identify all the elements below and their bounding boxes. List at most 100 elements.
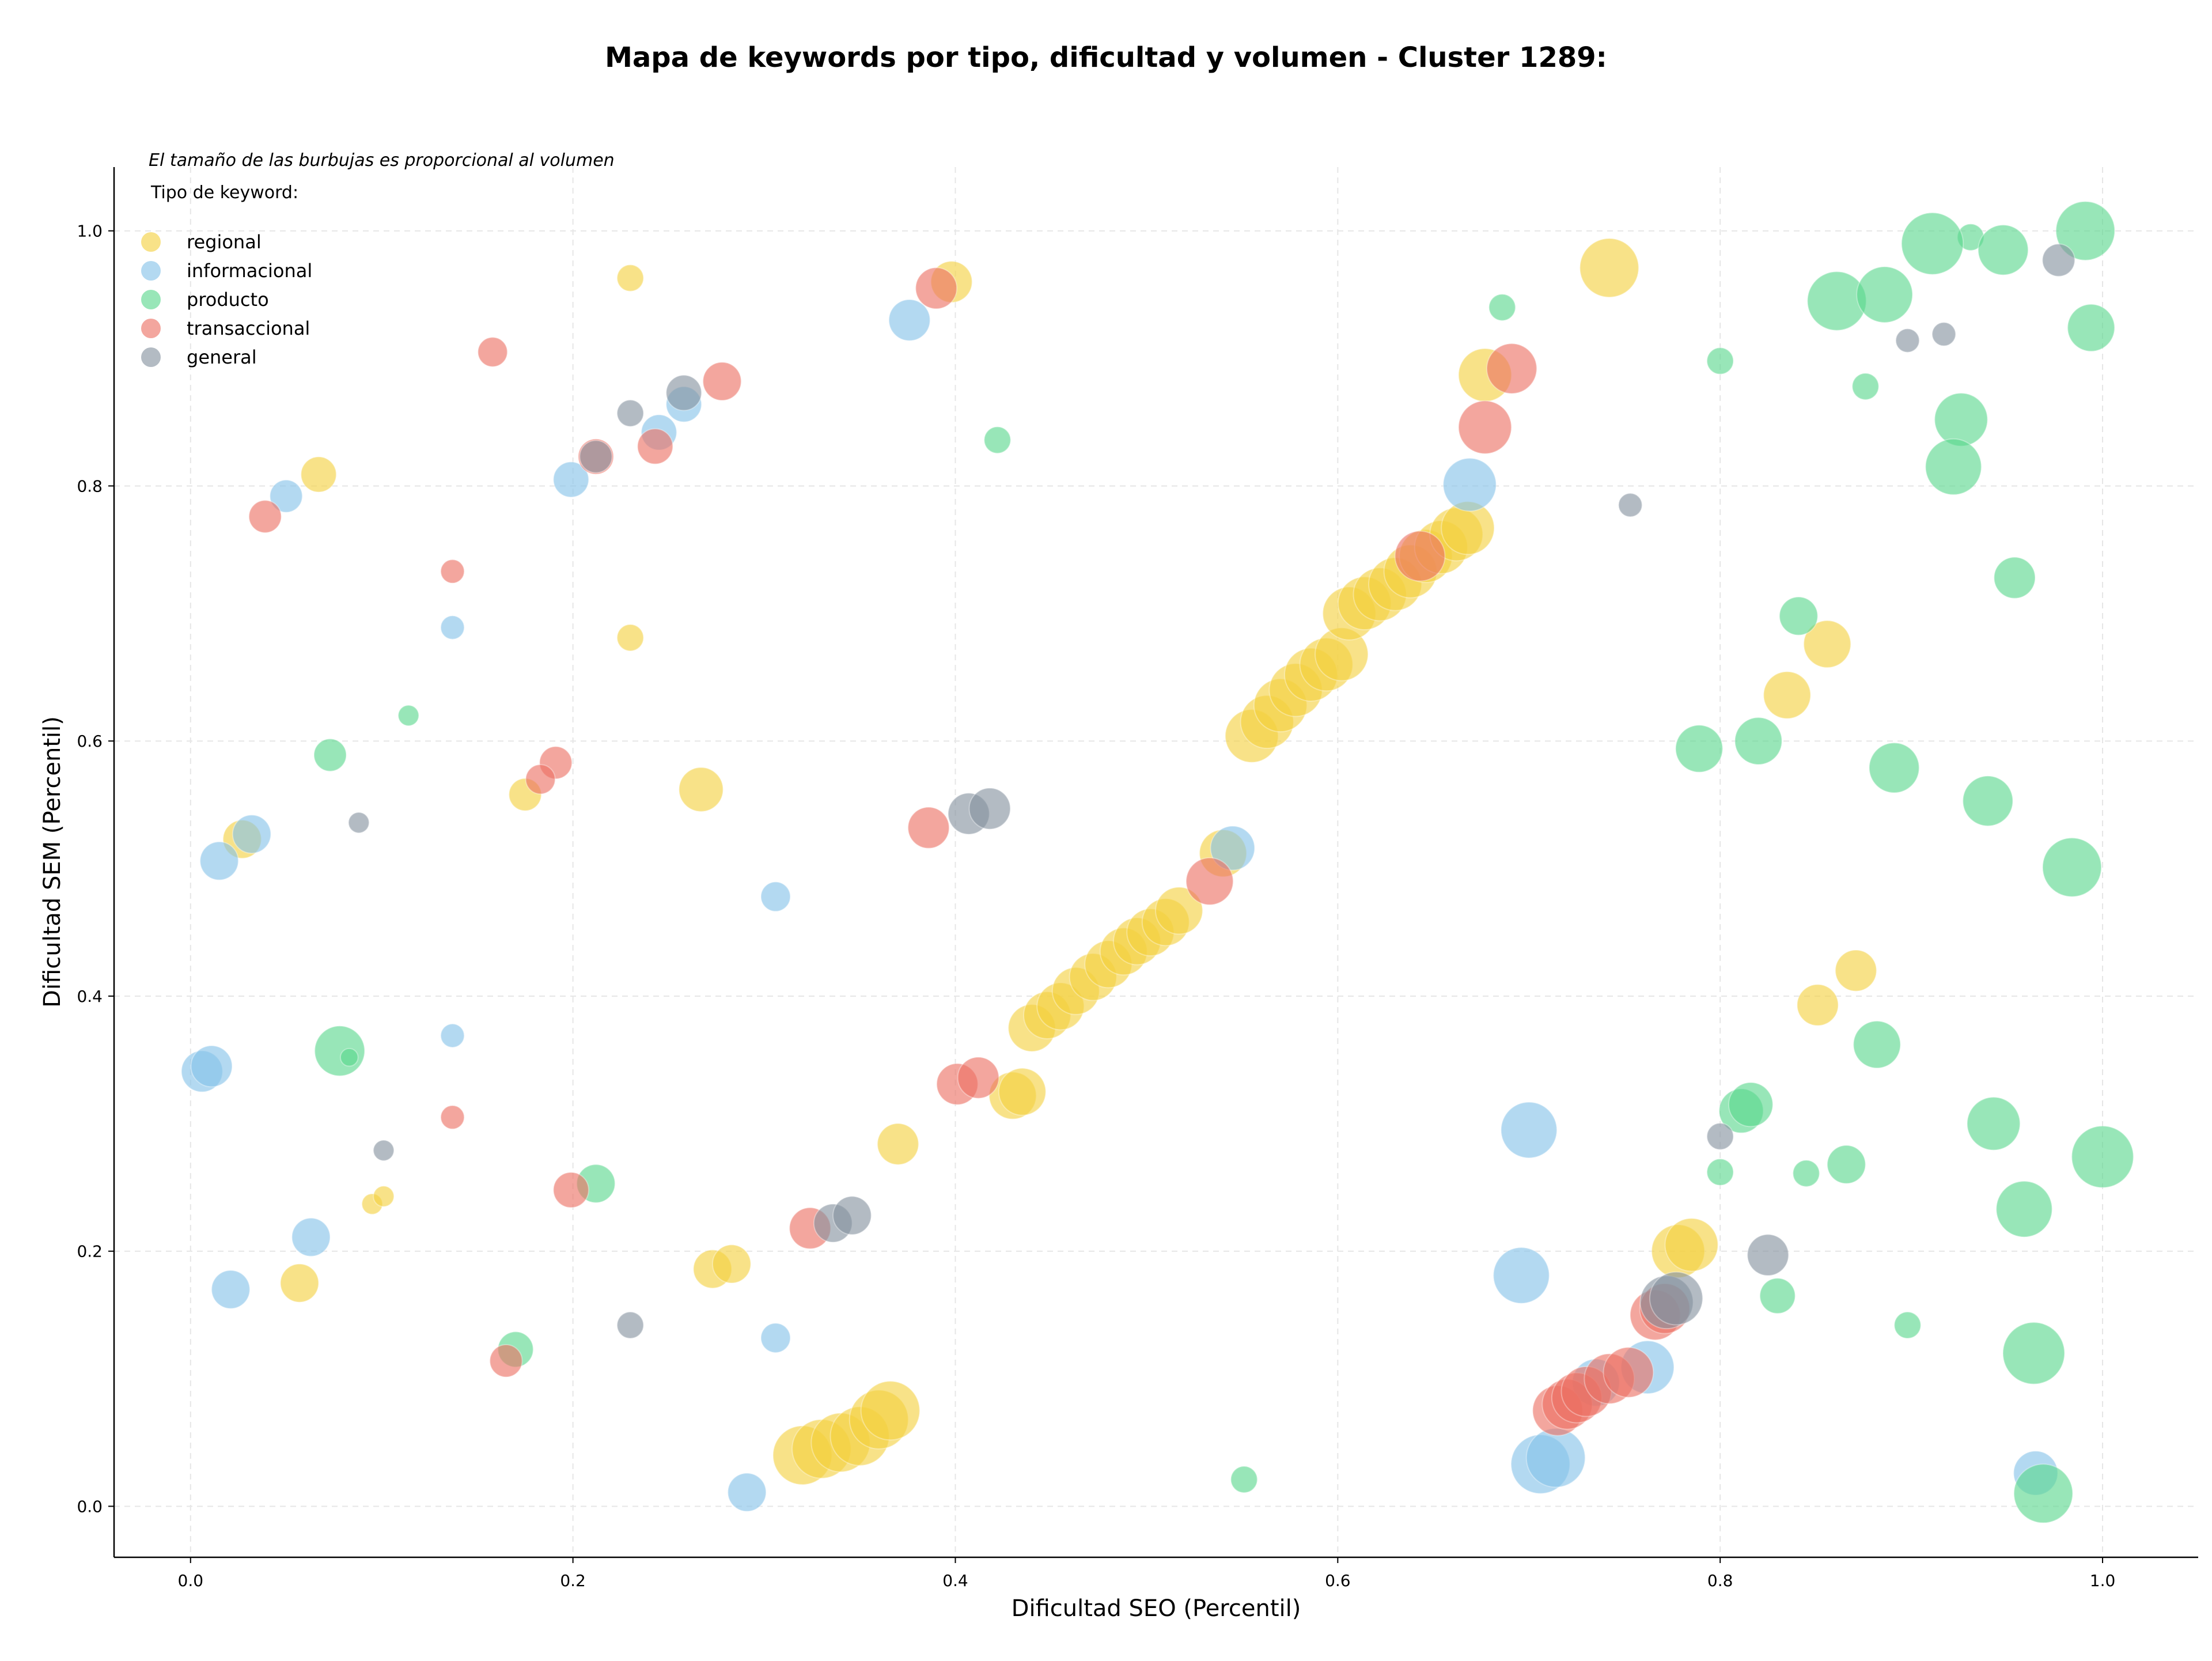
bubble-producto: [1934, 392, 1988, 447]
bubble-producto: [1893, 1311, 1922, 1340]
legend-marker-transaccional: [141, 319, 161, 338]
legend-marker-general: [141, 347, 161, 367]
legend-label-general: general: [187, 346, 257, 368]
bubble-informacional: [552, 461, 589, 498]
bubble-informacional: [440, 615, 465, 640]
bubble-producto: [1993, 557, 2036, 599]
bubble-transaccional: [440, 1104, 465, 1130]
bubble-informacional: [232, 814, 272, 854]
bubble-general: [616, 1311, 645, 1340]
bubble-producto: [2071, 1125, 2134, 1189]
bubble-producto: [1827, 1145, 1866, 1185]
bubble-informacional: [291, 1217, 331, 1257]
bubble-transaccional: [1458, 400, 1512, 455]
bubble-general: [665, 374, 702, 411]
legend-marker-regional: [141, 232, 161, 252]
bubble-informacional: [1442, 457, 1497, 512]
grid-lines: [114, 167, 2198, 1557]
bubble-informacional: [1525, 1428, 1586, 1488]
bubble-producto: [1779, 596, 1819, 636]
bubble-informacional: [1210, 825, 1256, 871]
bubble-producto: [313, 738, 347, 772]
x-tick-label: 0.8: [1707, 1571, 1733, 1590]
bubble-regional: [877, 1123, 919, 1166]
bubble-producto: [1792, 1159, 1820, 1187]
bubble-producto: [1966, 1096, 2021, 1151]
bubble-transaccional: [525, 764, 556, 795]
bubble-producto: [983, 426, 1012, 454]
bubble-informacional: [727, 1472, 767, 1512]
y-axis-label: Dificultad SEM (Percentil): [39, 716, 66, 1008]
bubble-transaccional: [440, 559, 465, 584]
bubble-general: [1706, 1122, 1734, 1151]
bubble-informacional: [1493, 1247, 1550, 1304]
bubble-transaccional: [477, 336, 508, 368]
bubble-transaccional: [248, 500, 282, 534]
bubble-producto: [1962, 775, 2014, 827]
bubble-producto: [1675, 724, 1724, 773]
bubble-producto: [397, 705, 420, 727]
x-tick-label: 0.0: [178, 1571, 204, 1590]
bubble-producto: [1706, 347, 1734, 375]
bubble-transaccional: [552, 1171, 589, 1209]
bubble-producto: [2041, 837, 2102, 898]
bubble-general: [832, 1195, 872, 1235]
legend-label-regional: regional: [187, 231, 262, 253]
size-annotation: El tamaño de las burbujas es proporciona…: [149, 150, 615, 171]
bubble-transaccional: [915, 267, 957, 310]
bubble-producto: [1728, 1081, 1774, 1127]
x-tick-label: 0.4: [942, 1571, 968, 1590]
y-tick-label: 0.0: [77, 1497, 103, 1516]
bubble-producto: [1851, 372, 1880, 400]
bubble-layer: [180, 200, 2134, 1524]
bubble-informacional: [269, 479, 303, 513]
x-tick-label: 0.6: [1325, 1571, 1351, 1590]
bubble-producto: [1995, 1181, 2053, 1238]
legend-label-producto: producto: [187, 289, 269, 311]
legend-marker-producto: [141, 290, 161, 309]
bubble-general: [579, 440, 613, 474]
bubble-informacional: [211, 1269, 251, 1310]
y-tick-label: 1.0: [77, 222, 103, 241]
bubble-regional: [1763, 671, 1812, 720]
legend-marker-informacional: [141, 261, 161, 281]
y-tick-label: 0.4: [77, 987, 103, 1006]
bubble-regional: [1579, 237, 1639, 298]
bubble-producto: [1925, 438, 1982, 495]
legend-label-informacional: informacional: [187, 260, 312, 282]
bubble-informacional: [760, 1322, 791, 1353]
bubble-regional: [1664, 1217, 1719, 1272]
bubble-general: [1649, 1271, 1703, 1326]
bubble-producto: [1901, 212, 1964, 275]
bubble-producto: [1230, 1466, 1258, 1493]
bubble-regional: [616, 264, 645, 292]
bubble-general: [1931, 321, 1956, 347]
bubble-general: [1747, 1234, 1789, 1277]
bubble-general: [348, 812, 370, 834]
legend-title: Tipo de keyword:: [150, 183, 298, 203]
bubble-regional: [711, 1244, 752, 1284]
bubble-regional: [1796, 983, 1839, 1027]
bubble-producto: [1856, 266, 1914, 323]
bubble-producto: [2013, 1463, 2074, 1524]
legend: regional informacional producto transaccion…: [141, 231, 312, 368]
bubble-informacional: [199, 841, 239, 881]
bubble-transaccional: [637, 428, 673, 465]
bubble-producto: [1759, 1277, 1796, 1314]
bubble-producto: [314, 1025, 366, 1077]
chart-title: Mapa de keywords por tipo, dificultad y …: [605, 41, 1607, 74]
bubble-general: [373, 1139, 395, 1161]
axis-ticks: 0.0 0.2 0.4 0.6 0.8 1.0 0.0 0.2 0.4 0.6 0.8 1.0: [77, 222, 2115, 1590]
bubble-transaccional: [702, 361, 742, 402]
legend-label-transaccional: transaccional: [187, 317, 310, 339]
bubble-producto: [339, 1047, 359, 1067]
bubble-producto: [1853, 1020, 1902, 1069]
bubble-informacional: [760, 881, 791, 912]
bubble-informacional: [190, 1045, 233, 1088]
x-tick-label: 1.0: [2090, 1571, 2116, 1590]
bubble-regional: [860, 1380, 921, 1441]
bubble-general: [1618, 493, 1643, 518]
bubble-general: [2041, 243, 2075, 277]
bubble-regional: [300, 456, 337, 493]
